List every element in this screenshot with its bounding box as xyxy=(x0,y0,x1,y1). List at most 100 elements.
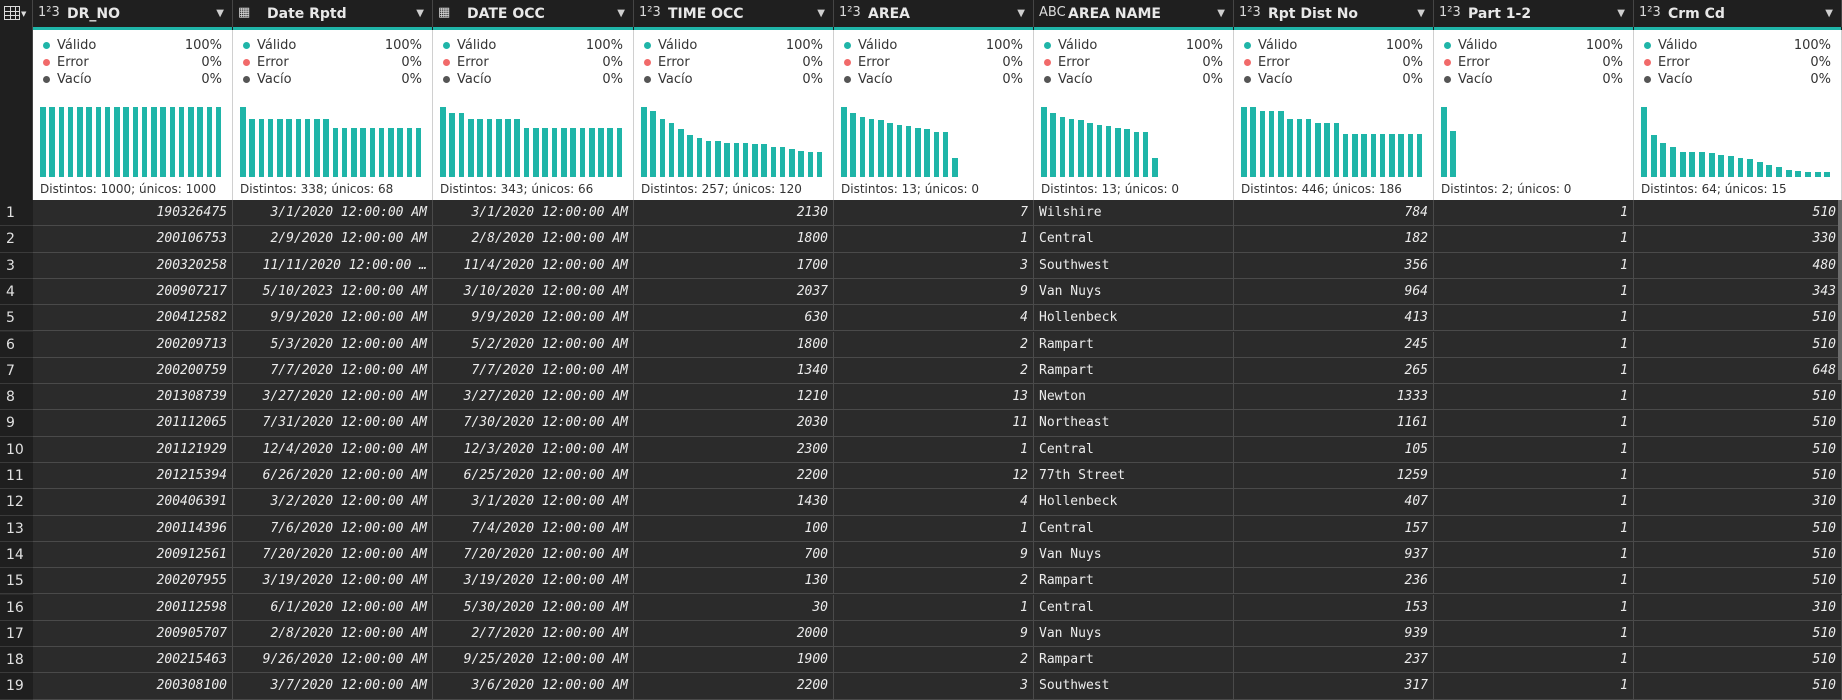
histogram-bar[interactable] xyxy=(388,127,394,177)
table-cell[interactable]: 201308739 xyxy=(33,384,233,411)
histogram-bar[interactable] xyxy=(1259,111,1266,177)
value-distribution-histogram[interactable] xyxy=(1041,102,1225,177)
table-cell[interactable]: 2030 xyxy=(634,410,834,437)
histogram-bar[interactable] xyxy=(1133,132,1140,177)
histogram-bar[interactable] xyxy=(1379,133,1386,177)
histogram-bar[interactable] xyxy=(841,107,847,177)
table-cell[interactable]: 1 xyxy=(1434,410,1634,437)
table-cell[interactable]: 784 xyxy=(1234,200,1434,227)
table-cell[interactable]: 1 xyxy=(1434,647,1634,674)
table-cell[interactable]: 2 xyxy=(834,357,1034,385)
text-type-icon[interactable]: ABC xyxy=(1039,5,1066,20)
row-number[interactable]: 9 xyxy=(0,410,33,437)
column-header-area[interactable]: 1²3 AREA ▼ xyxy=(834,0,1034,27)
table-cell[interactable]: 1 xyxy=(1434,305,1634,332)
table-cell[interactable]: 937 xyxy=(1234,541,1434,569)
table-cell[interactable]: 201121929 xyxy=(33,436,233,463)
histogram-bar[interactable] xyxy=(668,123,675,177)
table-cell[interactable]: Newton xyxy=(1034,384,1234,411)
table-cell[interactable]: 200114396 xyxy=(33,515,233,542)
histogram-bar[interactable] xyxy=(104,107,111,177)
table-cell[interactable]: 1161 xyxy=(1234,410,1434,437)
histogram-bar[interactable] xyxy=(1756,162,1763,177)
table-cell[interactable]: 5/2/2020 12:00:00 AM xyxy=(433,331,634,358)
histogram-bar[interactable] xyxy=(607,127,614,177)
table-cell[interactable]: 7/20/2020 12:00:00 AM xyxy=(433,541,634,569)
table-cell[interactable]: 9 xyxy=(834,541,1034,569)
column-filter-chevron-down-icon[interactable]: ▼ xyxy=(1017,8,1025,19)
histogram-bar[interactable] xyxy=(1041,107,1047,177)
table-cell[interactable]: 964 xyxy=(1234,278,1434,306)
table-cell[interactable]: 2037 xyxy=(634,278,834,306)
table-cell[interactable]: 7/6/2020 12:00:00 AM xyxy=(233,515,433,542)
histogram-bar[interactable] xyxy=(579,127,586,177)
histogram-bar[interactable] xyxy=(178,107,185,177)
histogram-bar[interactable] xyxy=(588,127,595,177)
histogram-bar[interactable] xyxy=(598,127,604,177)
histogram-bar[interactable] xyxy=(206,107,213,177)
histogram-bar[interactable] xyxy=(551,127,558,177)
table-cell[interactable]: 30 xyxy=(634,594,834,621)
table-cell[interactable]: 7/30/2020 12:00:00 AM xyxy=(433,410,634,437)
histogram-bar[interactable] xyxy=(258,119,265,177)
histogram-bar[interactable] xyxy=(1708,153,1715,177)
histogram-bar[interactable] xyxy=(1766,165,1773,177)
table-cell[interactable]: 200106753 xyxy=(33,226,233,253)
histogram-bar[interactable] xyxy=(1124,129,1130,177)
histogram-bar[interactable] xyxy=(169,107,176,177)
histogram-bar[interactable] xyxy=(95,107,102,177)
column-filter-chevron-down-icon[interactable]: ▼ xyxy=(817,8,825,19)
table-cell[interactable]: Rampart xyxy=(1034,647,1234,674)
histogram-bar[interactable] xyxy=(1776,166,1783,177)
table-cell[interactable]: 1 xyxy=(1434,357,1634,385)
table-cell[interactable]: 1430 xyxy=(634,489,834,516)
table-cell[interactable]: 5/3/2020 12:00:00 AM xyxy=(233,331,433,358)
table-cell[interactable]: 1259 xyxy=(1234,463,1434,490)
datetime-type-icon[interactable]: ▦ xyxy=(238,5,251,20)
column-header-date-rptd[interactable]: ▦ Date Rptd ▼ xyxy=(233,0,433,27)
table-cell[interactable]: 153 xyxy=(1234,594,1434,621)
table-cell[interactable]: 1210 xyxy=(634,384,834,411)
column-filter-chevron-down-icon[interactable]: ▼ xyxy=(1417,8,1425,19)
table-cell[interactable]: Central xyxy=(1034,594,1234,621)
histogram-bar[interactable] xyxy=(341,127,348,177)
table-cell[interactable]: Van Nuys xyxy=(1034,541,1234,569)
table-cell[interactable]: 630 xyxy=(634,305,834,332)
histogram-bar[interactable] xyxy=(1747,159,1754,177)
table-cell[interactable]: Central xyxy=(1034,515,1234,542)
histogram-bar[interactable] xyxy=(1805,171,1812,177)
column-filter-chevron-down-icon[interactable]: ▼ xyxy=(1217,8,1225,19)
histogram-bar[interactable] xyxy=(1698,151,1705,177)
histogram-bar[interactable] xyxy=(705,141,712,177)
value-distribution-histogram[interactable] xyxy=(1241,102,1425,177)
histogram-bar[interactable] xyxy=(449,112,456,177)
table-cell[interactable]: 4 xyxy=(834,305,1034,332)
row-number[interactable]: 19 xyxy=(0,673,33,700)
histogram-bar[interactable] xyxy=(1450,130,1456,177)
histogram-bar[interactable] xyxy=(1078,120,1084,177)
histogram-bar[interactable] xyxy=(406,127,413,177)
table-cell[interactable]: 2 xyxy=(834,331,1034,358)
table-cell[interactable]: 3/19/2020 12:00:00 AM xyxy=(233,568,433,595)
histogram-bar[interactable] xyxy=(887,123,893,177)
table-cell[interactable]: 2300 xyxy=(634,436,834,463)
histogram-bar[interactable] xyxy=(650,111,656,177)
histogram-bar[interactable] xyxy=(798,150,804,177)
table-cell[interactable]: 510 xyxy=(1634,620,1842,648)
histogram-bar[interactable] xyxy=(859,117,866,177)
histogram-bar[interactable] xyxy=(286,119,292,177)
row-number[interactable]: 5 xyxy=(0,305,33,332)
row-number[interactable]: 8 xyxy=(0,384,33,411)
table-cell[interactable]: 201215394 xyxy=(33,463,233,490)
histogram-bar[interactable] xyxy=(1315,123,1321,177)
table-cell[interactable]: 7 xyxy=(834,200,1034,227)
histogram-bar[interactable] xyxy=(114,107,120,177)
column-header-crm-cd[interactable]: 1²3 Crm Cd ▼ xyxy=(1634,0,1842,27)
row-number[interactable]: 13 xyxy=(0,515,33,542)
table-cell[interactable]: 200905707 xyxy=(33,620,233,648)
histogram-bar[interactable] xyxy=(616,127,623,177)
table-cell[interactable]: 1 xyxy=(1434,200,1634,227)
table-cell[interactable]: 190326475 xyxy=(33,200,233,227)
histogram-bar[interactable] xyxy=(505,118,511,177)
table-cell[interactable]: 11/11/2020 12:00:00 … xyxy=(233,252,433,279)
